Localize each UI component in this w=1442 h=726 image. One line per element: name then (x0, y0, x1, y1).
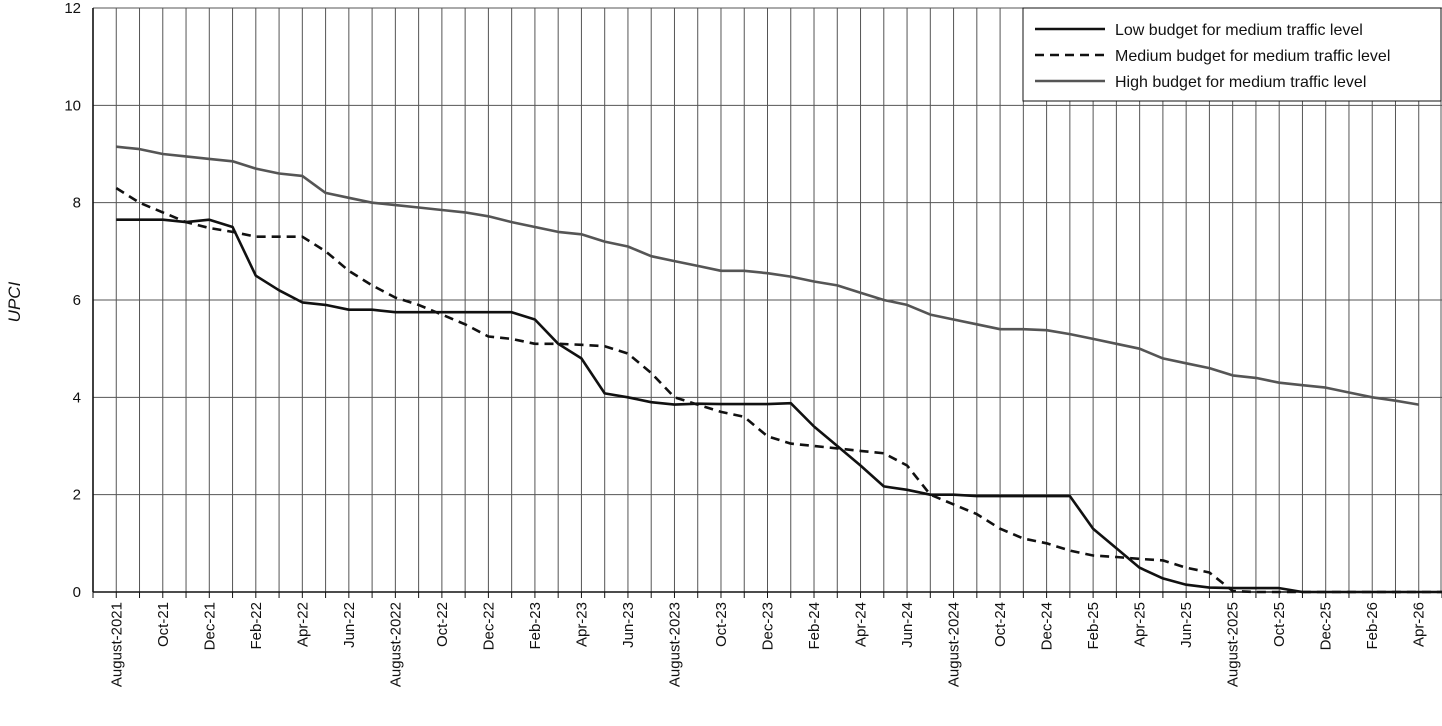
x-tick-label: Jun-24 (899, 602, 916, 648)
x-tick-label: Oct-22 (434, 602, 451, 647)
y-tick-label: 2 (73, 487, 81, 504)
y-tick-label: 10 (64, 97, 81, 114)
legend-box (1022, 7, 1442, 102)
x-tick-label: Feb-22 (248, 602, 265, 650)
x-tick-label: Feb-24 (806, 602, 823, 650)
x-tick-label: Oct-24 (992, 602, 1009, 647)
x-tick-label: August-2022 (387, 602, 404, 687)
x-tick-label: Jun-23 (620, 602, 637, 648)
x-tick-label: Feb-23 (527, 602, 544, 650)
x-tick-label: Dec-24 (1039, 602, 1056, 650)
x-tick-label: Jun-25 (1178, 602, 1195, 648)
x-tick-label: Oct-23 (713, 602, 730, 647)
x-tick-label: Oct-21 (155, 602, 172, 647)
y-tick-label: 6 (73, 292, 81, 309)
x-tick-label: August-2023 (666, 602, 683, 687)
x-tick-label: Apr-26 (1411, 602, 1428, 647)
series-line-2 (115, 186, 1442, 594)
x-tick-label: Oct-25 (1271, 602, 1288, 647)
y-axis-label: UPCI (5, 281, 24, 322)
x-tick-label: Dec-23 (760, 602, 777, 650)
series-line-1 (116, 218, 1442, 594)
axes: 0 2 4 6 8 10 12 August-2021 Oct-21 Dec-21 Feb-22 Ap… (64, 0, 1442, 687)
y-tick-label: 4 (73, 389, 81, 406)
x-tick-label: Apr-25 (1132, 602, 1149, 647)
x-tick-label: Dec-21 (201, 602, 218, 650)
x-tick-label: August-2021 (108, 602, 125, 687)
x-tick-label: Dec-22 (480, 602, 497, 650)
series-lines (115, 145, 1442, 594)
legend-entry-3: High budget for medium traffic level (1115, 74, 1366, 91)
legend-entry-1: Low budget for medium traffic level (1115, 22, 1363, 39)
legend: Low budget for medium traffic level Mediu… (1022, 7, 1442, 102)
legend-entry-2: Medium budget for medium traffic level (1115, 48, 1390, 65)
x-tick-label: Apr-23 (573, 602, 590, 647)
x-tick-label: August-2025 (1225, 602, 1242, 687)
x-tick-label: Jun-22 (341, 602, 358, 648)
x-tick-label: August-2024 (946, 602, 963, 687)
y-tick-label: 8 (73, 195, 81, 212)
x-tick-label: Feb-25 (1085, 602, 1102, 650)
y-tick-label: 0 (73, 584, 81, 601)
series-line-3 (116, 145, 1419, 406)
x-tick-label: Feb-26 (1364, 602, 1381, 650)
x-tick-label: Apr-22 (294, 602, 311, 647)
grid (93, 7, 1442, 593)
y-tick-label: 12 (64, 0, 81, 17)
x-tick-label: Dec-25 (1318, 602, 1335, 650)
x-tick-label: Apr-24 (853, 602, 870, 647)
